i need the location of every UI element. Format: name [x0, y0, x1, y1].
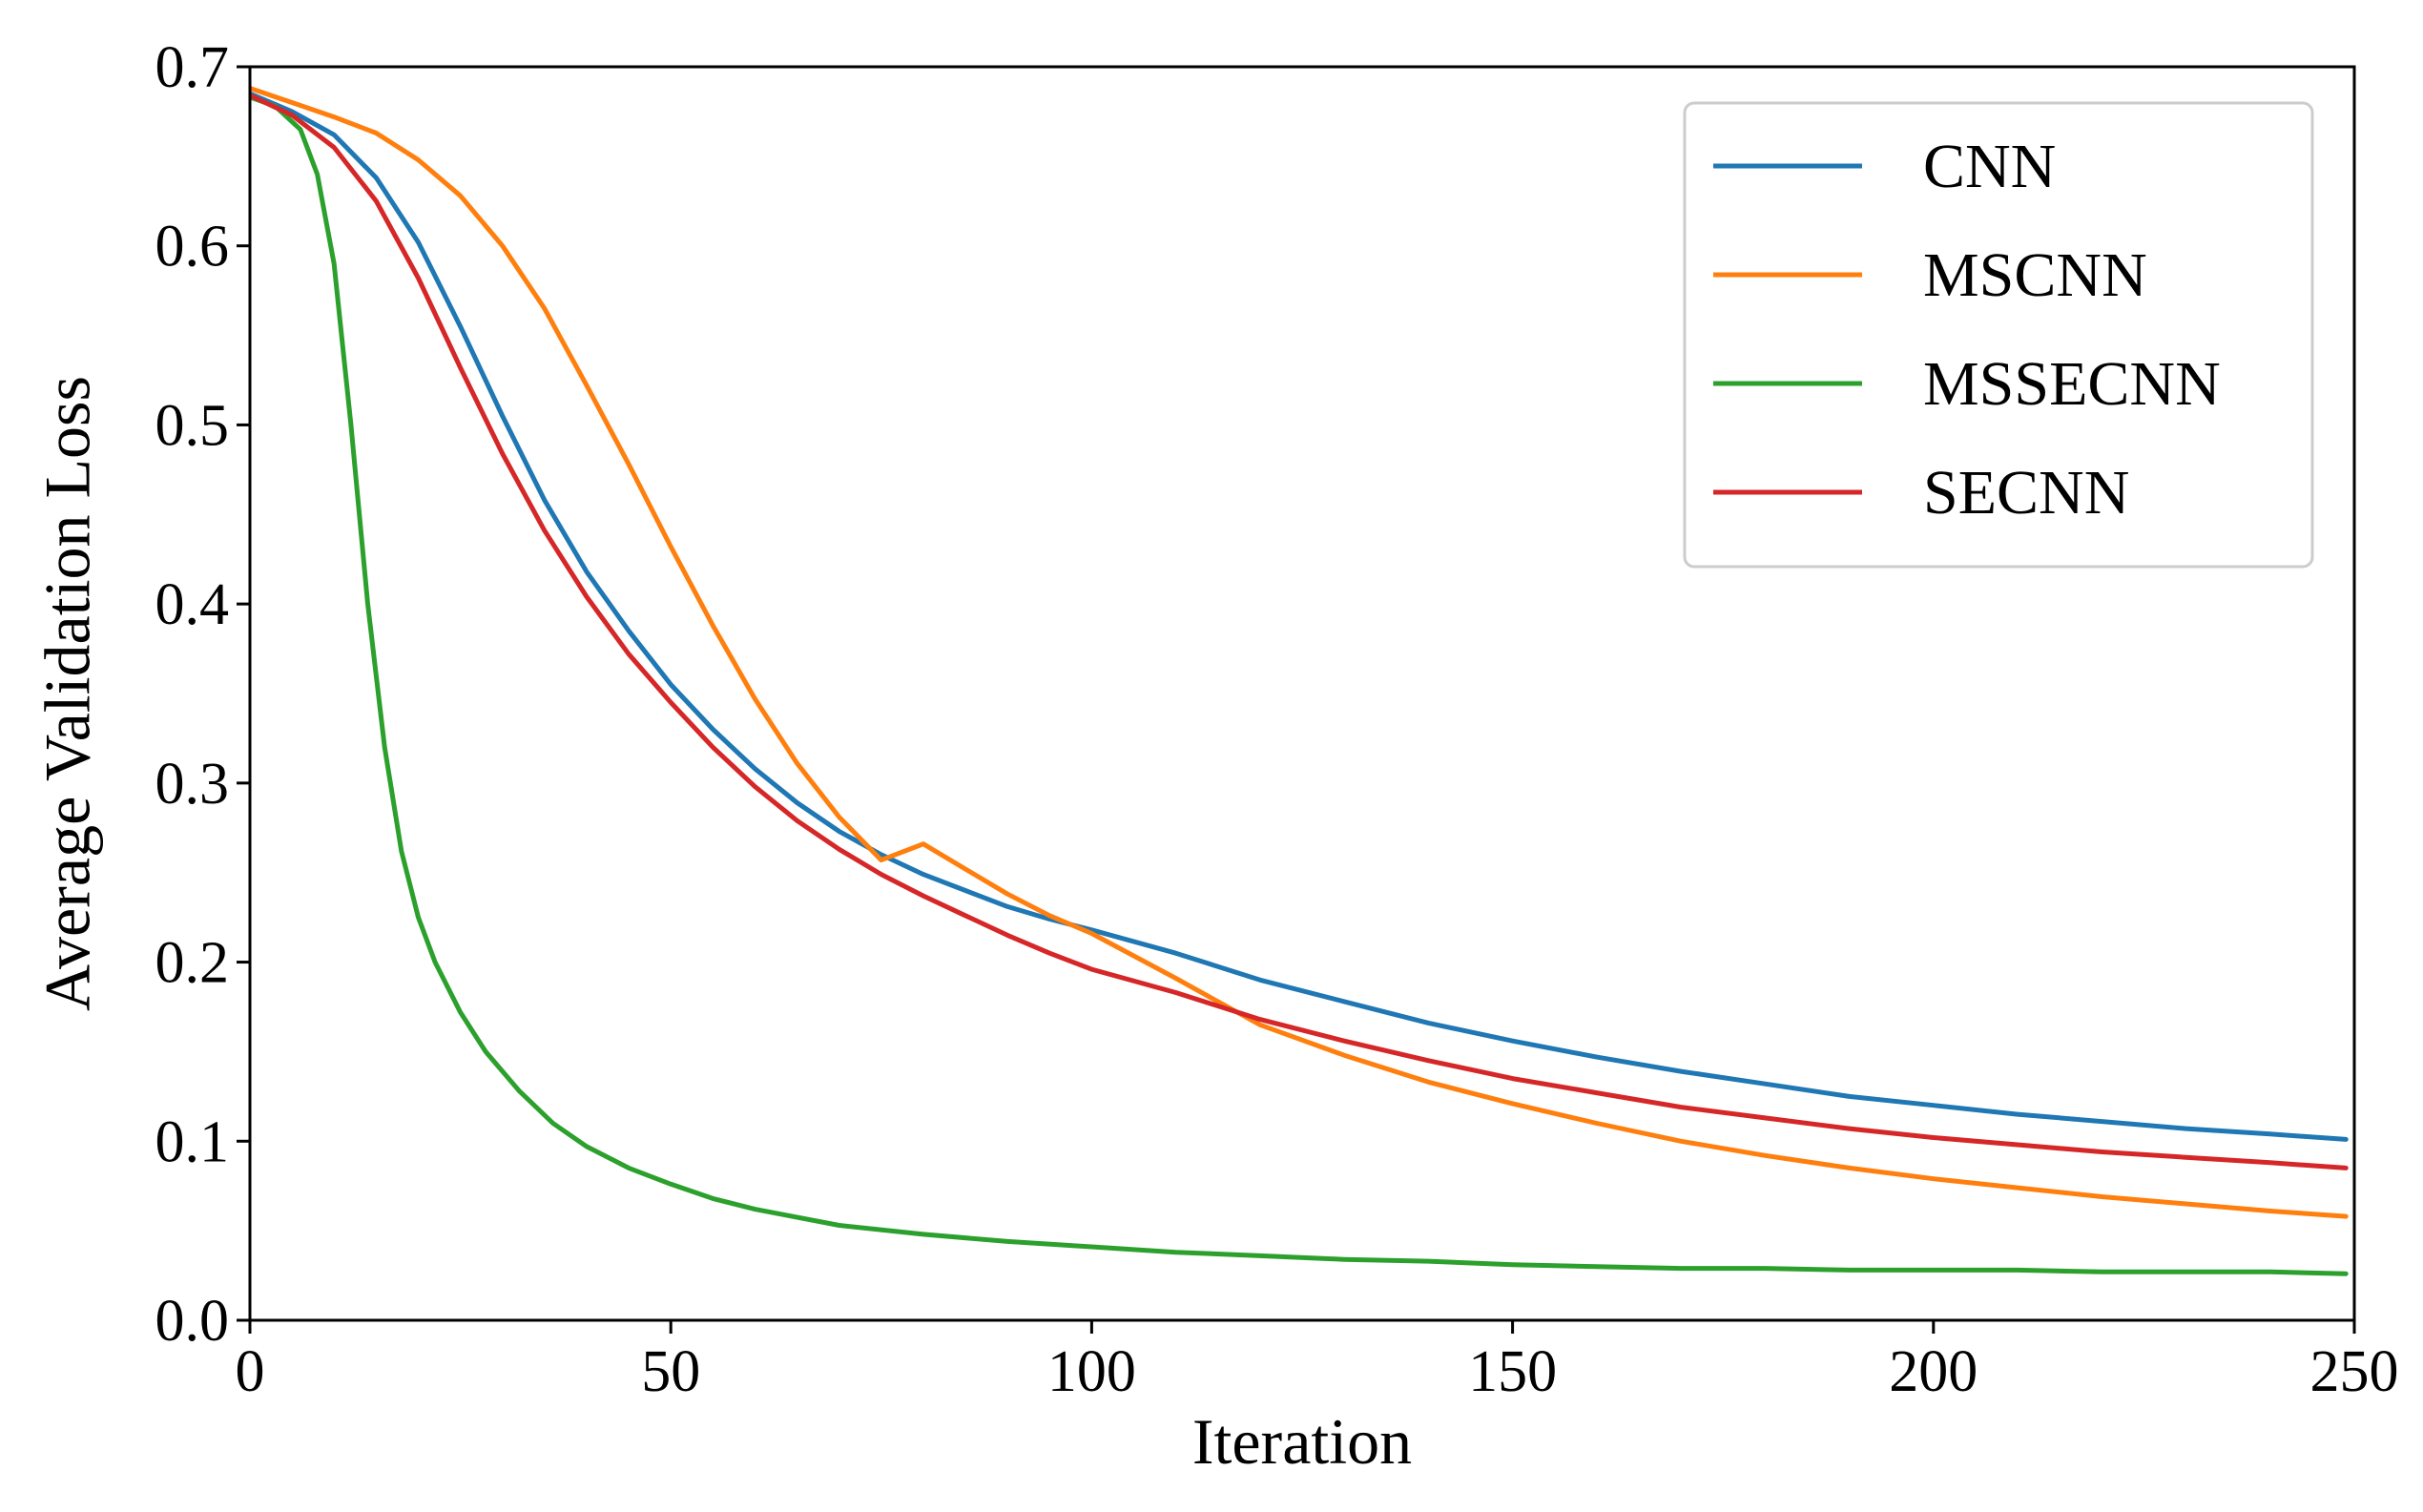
- legend-label-mscnn: MSCNN: [1923, 240, 2147, 310]
- y-tick-label: 0.7: [155, 35, 230, 100]
- y-tick-label: 0.4: [155, 572, 230, 637]
- legend: CNN MSCNN MSSECNN SECNN: [1683, 101, 2314, 569]
- series-line-secnn: [250, 93, 2349, 1170]
- x-tick-label: 200: [1889, 1339, 1978, 1404]
- series-line-cnn: [250, 91, 2349, 1142]
- x-axis-title: Iteration: [1192, 1405, 1412, 1478]
- x-tick-label: 250: [2310, 1339, 2399, 1404]
- legend-box: [1683, 101, 2314, 569]
- x-tick-label: 100: [1047, 1339, 1136, 1404]
- series-line-mssecnn: [250, 94, 2349, 1276]
- axes-frame: [248, 65, 2356, 1322]
- y-tick-label: 0.1: [155, 1109, 230, 1174]
- legend-label-mssecnn: MSSECNN: [1923, 349, 2221, 419]
- plot-area: [250, 86, 2349, 1276]
- y-tick-label: 0.6: [155, 215, 230, 280]
- x-tick-label: 0: [236, 1339, 265, 1404]
- axes: 0 50 100 150 200 250 0.0 0.1 0.2 0.3 0.4 0.5 0.6 0.7: [155, 35, 2399, 1404]
- y-tick-label: 0.2: [155, 931, 230, 996]
- legend-label-secnn: SECNN: [1923, 458, 2129, 528]
- y-axis-title: Average Validation Loss: [31, 376, 104, 1011]
- y-tick-label: 0.3: [155, 752, 230, 817]
- x-tick-label: 50: [641, 1339, 700, 1404]
- series-line-mscnn: [250, 86, 2349, 1219]
- y-tick-label: 0.0: [155, 1289, 230, 1354]
- y-tick-label: 0.5: [155, 393, 230, 458]
- x-tick-label: 150: [1468, 1339, 1557, 1404]
- legend-label-cnn: CNN: [1923, 132, 2056, 201]
